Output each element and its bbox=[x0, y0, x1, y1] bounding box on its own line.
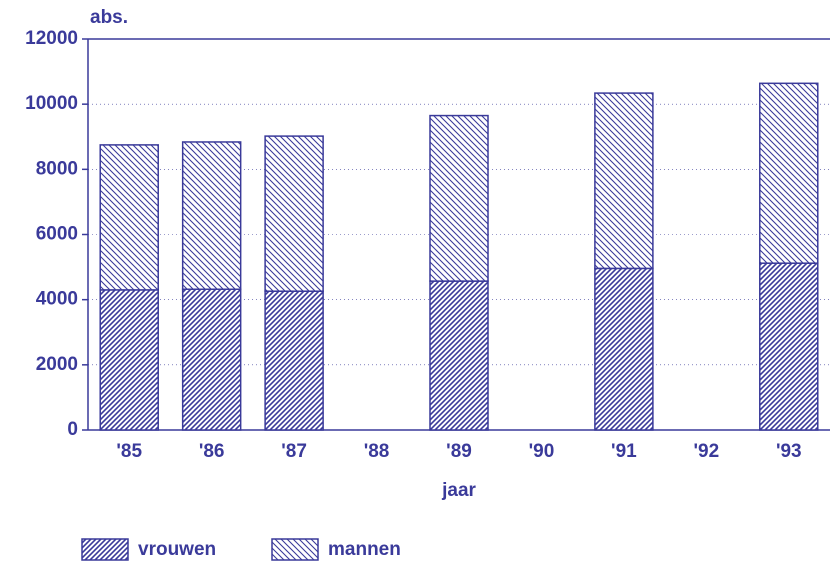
y-tick-label: 6000 bbox=[36, 224, 78, 245]
x-tick-label: '90 bbox=[529, 441, 555, 462]
x-tick-label: '89 bbox=[446, 441, 472, 462]
x-tick-label: '86 bbox=[199, 441, 225, 462]
y-tick-label: 10000 bbox=[25, 93, 78, 114]
legend-label: vrouwen bbox=[138, 539, 216, 560]
x-tick-label: '88 bbox=[364, 441, 390, 462]
bar-segment bbox=[759, 262, 819, 431]
legend-swatch bbox=[81, 538, 129, 561]
bar-segment bbox=[264, 135, 324, 292]
bar-segment bbox=[99, 144, 159, 291]
legend-label: mannen bbox=[328, 539, 401, 560]
bar-segment bbox=[594, 267, 654, 431]
legend-swatch bbox=[271, 538, 319, 561]
bar-segment bbox=[759, 82, 819, 264]
y-axis-label: abs. bbox=[90, 7, 128, 28]
bar-segment bbox=[99, 289, 159, 431]
bar-segment bbox=[181, 288, 242, 431]
x-tick-label: '85 bbox=[116, 441, 142, 462]
bar-segment bbox=[264, 290, 324, 431]
y-tick-label: 12000 bbox=[25, 28, 78, 49]
bar-segment bbox=[181, 141, 242, 290]
x-tick-label: '92 bbox=[694, 441, 720, 462]
x-tick-label: '87 bbox=[281, 441, 307, 462]
bar-segment bbox=[429, 114, 489, 282]
bar-segment bbox=[594, 92, 654, 270]
x-axis-label: jaar bbox=[441, 480, 476, 501]
y-tick-label: 8000 bbox=[36, 158, 78, 179]
y-tick-label: 4000 bbox=[36, 289, 78, 310]
y-tick-label: 2000 bbox=[36, 354, 78, 375]
x-tick-label: '91 bbox=[611, 441, 637, 462]
x-tick-label: '93 bbox=[776, 441, 802, 462]
y-tick-label: 0 bbox=[67, 419, 78, 440]
bar-segment bbox=[429, 280, 489, 431]
